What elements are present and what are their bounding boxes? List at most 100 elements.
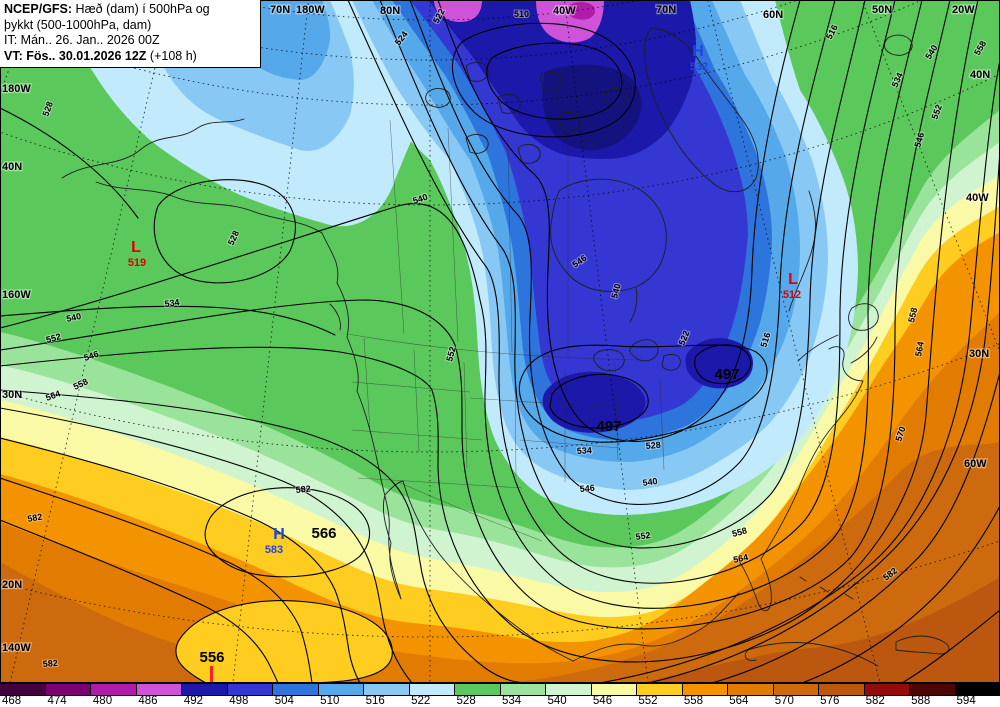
colorbar-value: 570	[774, 695, 794, 707]
colorbar-value: 468	[2, 695, 22, 707]
map-marker: H	[273, 526, 285, 543]
map-marker: 497	[596, 418, 621, 435]
title-line-1: NCEP/GFS: Hæð (dam) í 500hPa og	[4, 2, 210, 16]
contour-label: 540	[65, 311, 82, 324]
edge-label: 60W	[964, 458, 987, 470]
coastlines	[61, 27, 950, 667]
map-marker: L	[788, 271, 798, 288]
contour-label: 552	[444, 345, 458, 362]
contour-label: 558	[731, 525, 748, 539]
colorbar-value: 558	[683, 695, 703, 707]
map-marker: 566	[311, 525, 336, 542]
edge-label: 140W	[2, 642, 31, 654]
map-marker: 497	[714, 366, 739, 383]
colorbar-swatch	[181, 684, 227, 695]
edge-label: 20W	[952, 4, 975, 16]
colorbar-swatch	[636, 684, 682, 695]
contour-label: 534	[577, 445, 593, 456]
colorbar-value: 510	[320, 695, 340, 707]
contour-label: 582	[295, 483, 311, 495]
edge-label: 180W	[2, 83, 31, 95]
colorbar-swatch	[590, 684, 636, 695]
graticule-edge-labels: 70N 180W 80N 40W 70N 60N 50N 20W 180W 40N 160W 30N 2…	[1, 3, 992, 655]
colorbar-swatch	[0, 684, 45, 695]
colorbar-swatch	[454, 684, 500, 695]
colorbar-swatch	[545, 684, 591, 695]
colorbar-swatch	[909, 684, 955, 695]
colorbar-value: 516	[365, 695, 385, 707]
contour-label: 564	[913, 341, 926, 358]
colorbar-swatch	[727, 684, 773, 695]
colorbar-swatch	[135, 684, 181, 695]
colorbar-swatch	[44, 684, 90, 695]
edge-label: 80N	[380, 5, 400, 17]
edge-label: 30N	[969, 348, 989, 360]
edge-label: 40W	[966, 192, 989, 204]
map-marker: 532	[690, 61, 708, 73]
colorbar-swatch	[226, 684, 272, 695]
edge-label: 180W	[296, 4, 325, 16]
map-marker: L	[131, 239, 141, 256]
map-marker: 583	[265, 544, 283, 556]
state-province-borders	[347, 119, 665, 542]
edge-label: 40N	[2, 161, 22, 173]
colorbar-swatch	[272, 684, 318, 695]
title-box: NCEP/GFS: Hæð (dam) í 500hPa og þykkt (5…	[0, 0, 261, 68]
colorbar-swatch	[363, 684, 409, 695]
contour-label: 564	[732, 552, 749, 565]
edge-label: 70N	[656, 4, 676, 16]
colorbar-swatch	[954, 684, 1000, 695]
colorbar-value: 588	[911, 695, 931, 707]
colorbar-swatches	[0, 683, 1000, 696]
colorbar-value: 522	[411, 695, 431, 707]
colorbar-swatch	[863, 684, 909, 695]
colorbar-value: 594	[956, 695, 976, 707]
edge-label: 70N	[270, 4, 290, 16]
map-marker: H	[692, 43, 704, 60]
title-line-2: þykkt (500-1000hPa, dam)	[4, 17, 152, 32]
colorbar-swatch	[90, 684, 136, 695]
contour-label: 552	[45, 331, 62, 345]
height-contours	[0, 0, 1000, 683]
colorbar-value: 498	[229, 695, 249, 707]
colorbar-value: 540	[547, 695, 567, 707]
colorbar-value: 528	[456, 695, 476, 707]
title-line-4: VT: Fös.. 30.01.2026 12Z (+108 h)	[4, 48, 197, 63]
contour-label: 546	[579, 483, 595, 494]
colorbar-value: 480	[92, 695, 113, 707]
edge-label: 20N	[2, 579, 22, 591]
contour-label: 558	[906, 307, 919, 324]
edge-label: 40W	[553, 5, 576, 17]
contour-label: 540	[609, 282, 623, 299]
colorbar-swatch	[772, 684, 818, 695]
colorbar-swatch	[499, 684, 545, 695]
map-marker: 556	[199, 649, 224, 666]
colorbar-value: 504	[274, 695, 294, 707]
contour-label: 582	[27, 512, 44, 524]
colorbar-value: 576	[820, 695, 840, 707]
contour-label: 534	[164, 297, 180, 309]
contour-label: 540	[642, 476, 658, 488]
title-line-3: IT: Mán.. 26. Jan.. 2026 00Z	[4, 33, 160, 47]
graticule	[0, 0, 1000, 683]
edge-label: 160W	[2, 289, 31, 301]
colorbar-value: 546	[592, 695, 613, 707]
colorbar-value: 492	[183, 695, 203, 707]
map-marker: 519	[128, 257, 146, 269]
edge-label: 30N	[2, 389, 22, 401]
map-marker: 512	[783, 289, 801, 301]
colorbar-value: 474	[47, 695, 67, 707]
thickness-fill	[0, 0, 1000, 683]
edge-label: 60N	[763, 9, 783, 21]
colorbar-value: 564	[729, 695, 749, 707]
contour-label: 528	[645, 440, 661, 451]
colorbar: 468 474 480 486 492 498 504 510 516 522 528 534 540 5…	[0, 683, 1000, 707]
colorbar-value: 486	[138, 695, 158, 707]
contour-label: 582	[42, 658, 58, 669]
colorbar-value: 582	[865, 695, 885, 707]
edge-label: 50N	[872, 4, 892, 16]
colorbar-swatch	[681, 684, 727, 695]
